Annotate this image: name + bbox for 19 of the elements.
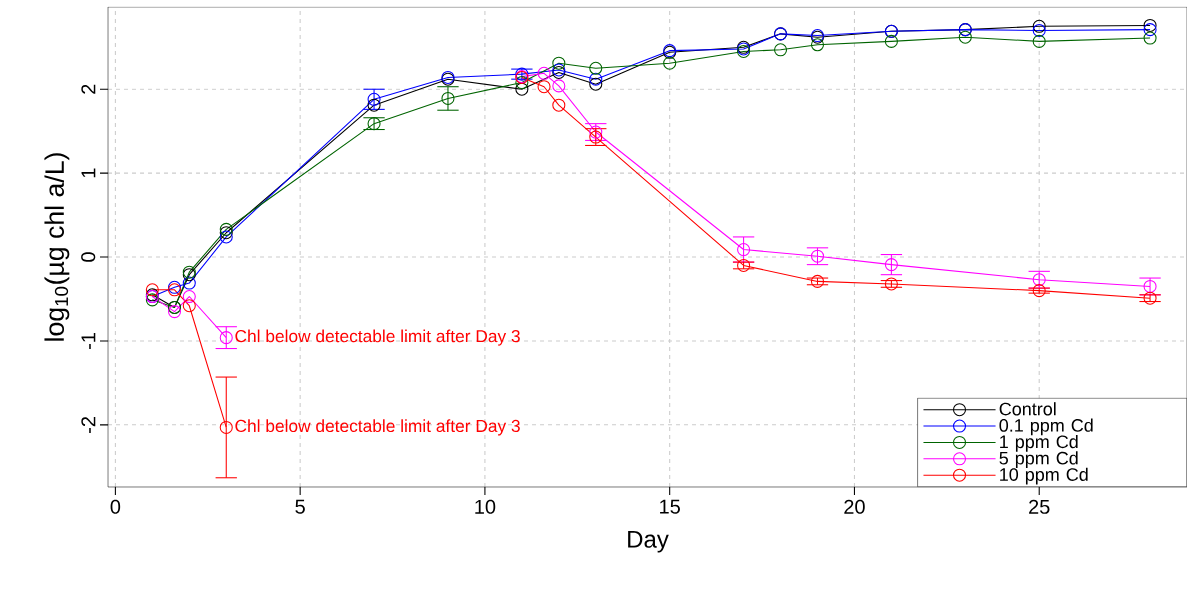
x-tick-label: 0 — [110, 499, 121, 514]
x-tick-label: 25 — [1029, 499, 1050, 514]
y-tick-label: 1 — [81, 168, 96, 178]
x-tick-label: 20 — [844, 499, 865, 514]
y-tick-label: 0 — [81, 252, 96, 262]
annotation: Chl below detectable limit after Day 3 — [235, 329, 520, 346]
y-tick-label: -2 — [81, 417, 96, 433]
x-tick-label: 10 — [475, 499, 496, 514]
y-tick-label: -1 — [81, 333, 96, 349]
legend-label: 0.1 ppm Cd — [999, 418, 1093, 436]
legend-label: 5 ppm Cd — [999, 451, 1078, 469]
x-tick-label: 15 — [660, 499, 680, 514]
legend-label: 10 ppm Cd — [1000, 467, 1088, 485]
y-axis-title: log$_{10}$(µg chl a/L) — [44, 153, 70, 341]
x-axis-title: Day — [628, 531, 669, 553]
annotation: Chl below detectable limit after Day 3 — [235, 419, 520, 436]
y-tick-label: 2 — [81, 84, 96, 94]
legend-label: Control — [999, 402, 1056, 416]
x-tick-label: 5 — [295, 499, 305, 514]
